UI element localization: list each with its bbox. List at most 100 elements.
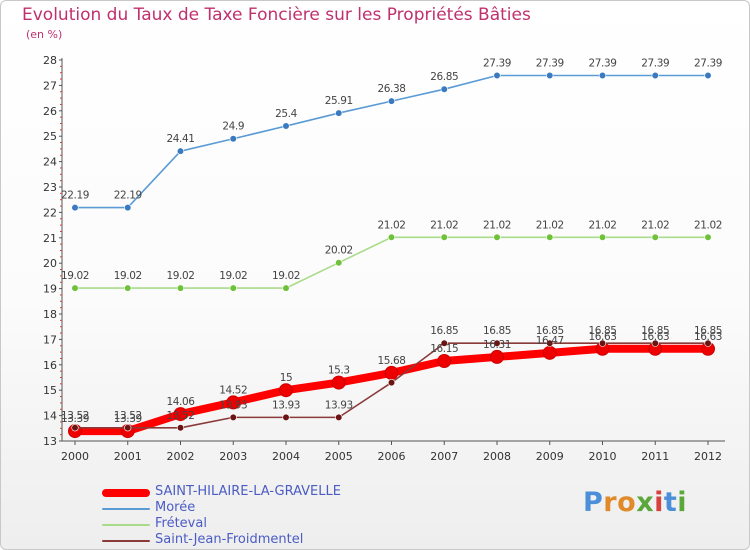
legend-swatch-freteval	[102, 524, 150, 526]
data-point	[176, 147, 185, 155]
y-tick-label: 26	[43, 105, 57, 118]
data-label: 19.02	[61, 270, 89, 282]
data-point	[490, 349, 504, 364]
y-tick-label: 18	[43, 308, 57, 321]
data-label: 21.02	[377, 219, 405, 231]
data-label: 27.39	[483, 57, 511, 69]
data-point	[331, 375, 346, 390]
data-point	[493, 71, 501, 80]
y-tick-label: 19	[43, 283, 57, 296]
data-label: 13.39	[114, 413, 142, 425]
logo-letter: r	[603, 487, 618, 518]
data-label: 21.02	[588, 219, 616, 231]
y-tick-label: 27	[43, 79, 57, 92]
legend-label-freteval: Fréteval	[155, 516, 207, 531]
legend-swatch-saint-hilaire	[102, 489, 150, 497]
data-point	[335, 413, 343, 421]
data-label: 24.9	[222, 121, 244, 133]
data-point	[493, 339, 501, 347]
data-label: 19.02	[166, 270, 194, 282]
logo-letter: t	[663, 487, 678, 518]
data-point	[546, 233, 554, 241]
x-tick-label: 2007	[430, 450, 458, 463]
data-label: 13.93	[219, 399, 247, 411]
data-label: 24.41	[166, 133, 194, 145]
data-label: 16.63	[588, 331, 616, 343]
data-point	[229, 413, 237, 421]
x-tick-label: 2012	[694, 450, 722, 463]
data-point	[387, 233, 396, 241]
data-label: 21.02	[536, 219, 564, 231]
data-point	[598, 71, 607, 80]
data-label: 19.02	[272, 270, 300, 282]
legend-swatch-moree	[102, 508, 150, 510]
data-point	[282, 122, 290, 130]
data-point	[704, 233, 712, 241]
data-point	[124, 203, 132, 212]
data-point	[335, 109, 343, 117]
data-label: 27.39	[641, 57, 669, 69]
data-point	[124, 284, 132, 292]
data-point	[387, 97, 396, 105]
x-tick-label: 2005	[325, 450, 353, 463]
data-point	[651, 339, 659, 347]
data-point	[542, 345, 557, 360]
data-point	[387, 378, 396, 387]
data-label: 26.38	[377, 83, 405, 95]
logo-letter: i	[654, 487, 664, 518]
legend-label-moree: Morée	[155, 500, 196, 515]
data-point	[229, 135, 237, 143]
data-label: 16.63	[694, 331, 722, 343]
data-label: 16.85	[536, 325, 564, 337]
x-tick-label: 2010	[589, 450, 617, 463]
data-label: 25.91	[325, 95, 353, 107]
x-tick-label: 2004	[272, 450, 300, 463]
data-point	[440, 85, 448, 93]
data-label: 13.52	[114, 410, 142, 422]
data-label: 27.39	[694, 57, 722, 69]
data-label: 16.85	[588, 325, 616, 337]
data-point	[598, 233, 607, 241]
data-label: 21.02	[430, 219, 458, 231]
logo-letter: i	[677, 487, 688, 518]
data-label: 14.52	[219, 384, 247, 396]
data-label: 20.02	[325, 245, 353, 257]
y-tick-label: 15	[43, 384, 57, 397]
legend-swatch-saint-jean	[102, 540, 150, 542]
data-point	[282, 413, 290, 421]
data-label: 25.4	[275, 108, 297, 120]
data-label: 16.85	[430, 325, 458, 337]
data-point	[546, 71, 554, 80]
data-label: 19.02	[219, 270, 247, 282]
data-point	[176, 424, 185, 432]
data-point	[384, 365, 399, 380]
data-point	[71, 284, 79, 292]
data-label: 13.52	[166, 410, 194, 422]
data-label: 16.31	[483, 339, 511, 351]
data-label: 27.39	[588, 57, 616, 69]
y-tick-label: 16	[43, 359, 57, 372]
data-label: 16.15	[430, 343, 458, 355]
data-label: 13.39	[61, 413, 89, 425]
data-point	[704, 71, 712, 80]
x-tick-label: 2002	[167, 450, 195, 463]
data-point	[176, 284, 185, 292]
y-tick-label: 25	[43, 130, 57, 143]
data-label: 16.63	[641, 331, 669, 343]
data-point	[226, 395, 241, 410]
logo-letter: P	[583, 487, 604, 518]
y-tick-label: 14	[43, 410, 57, 423]
data-label: 16.85	[641, 325, 669, 337]
data-point	[279, 383, 293, 398]
data-label: 14.06	[166, 396, 195, 408]
data-point	[440, 339, 448, 347]
data-label: 21.02	[694, 219, 722, 231]
x-tick-label: 2011	[641, 450, 669, 463]
legend-label-saint-jean: Saint-Jean-Froidmentel	[155, 532, 304, 547]
y-tick-label: 23	[43, 181, 57, 194]
data-point	[651, 233, 659, 241]
data-label: 26.85	[430, 71, 458, 83]
legend-label-saint-hilaire: SAINT-HILAIRE-LA-GRAVELLE	[155, 484, 341, 499]
data-point	[493, 233, 501, 241]
